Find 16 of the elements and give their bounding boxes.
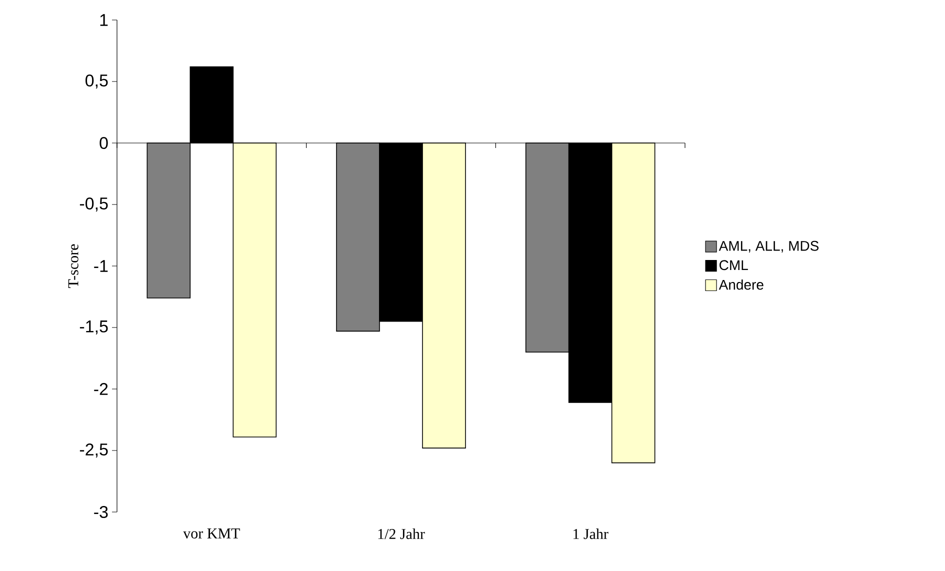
x-tick-label: 1 Jahr <box>574 528 608 540</box>
y-tick-label: 1 <box>100 14 108 26</box>
y-tick-label: 0 <box>100 136 108 150</box>
y-tick-label: -1,5 <box>80 320 108 334</box>
y-tick-label: -1 <box>94 260 108 272</box>
legend-label: CML <box>720 260 748 270</box>
y-tick-label: -3 <box>94 506 108 518</box>
legend-label: AML, ALL, MDS <box>718 240 819 252</box>
y-tick-label: 0,5 <box>86 74 108 89</box>
y-axis-title: T-score <box>68 244 78 288</box>
y-tick-label: -2,5 <box>80 443 108 458</box>
y-tick-label: -2 <box>94 383 108 395</box>
y-tick-label: -0,5 <box>80 197 108 212</box>
legend-label: Andere <box>718 279 764 290</box>
x-tick-label: vor KMT <box>183 528 240 538</box>
x-tick-label: 1/2 Jahr <box>378 528 425 540</box>
